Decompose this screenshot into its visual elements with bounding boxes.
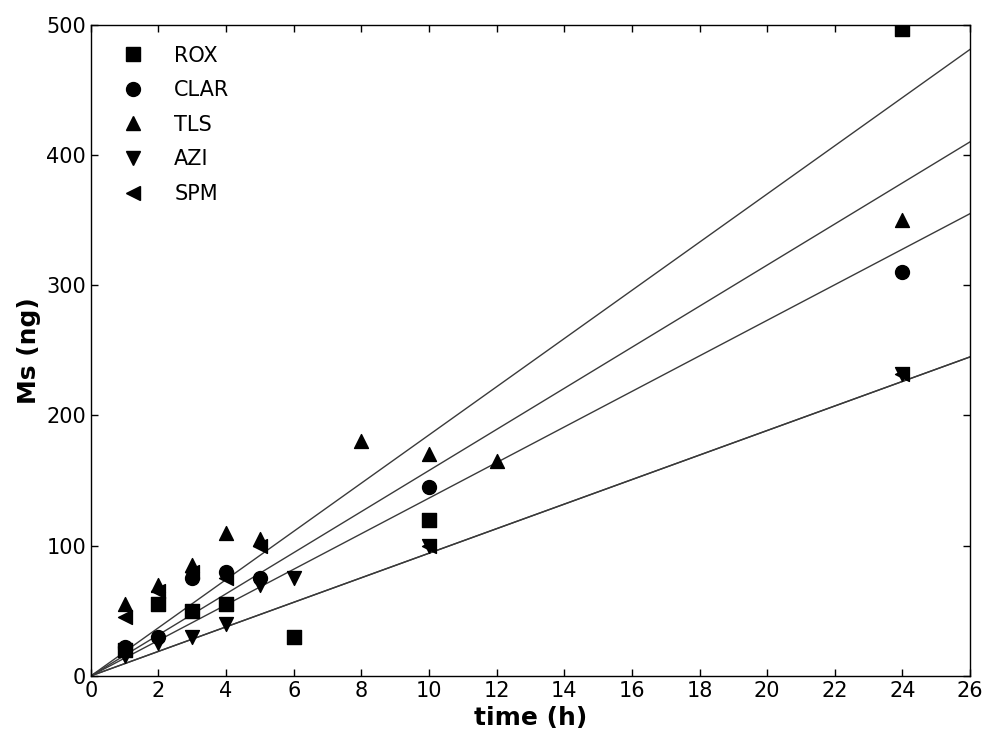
SPM <box>150 586 166 598</box>
AZI <box>218 618 234 630</box>
AZI <box>252 579 268 591</box>
CLAR <box>218 565 234 577</box>
TLS <box>218 527 234 539</box>
CLAR <box>117 641 133 653</box>
SPM <box>894 368 910 379</box>
CLAR <box>150 631 166 643</box>
SPM <box>218 572 234 584</box>
X-axis label: time (h): time (h) <box>474 707 587 731</box>
ROX <box>184 605 200 617</box>
CLAR <box>184 572 200 584</box>
SPM <box>252 539 268 551</box>
CLAR <box>252 572 268 584</box>
SPM <box>421 539 437 551</box>
TLS <box>184 560 200 571</box>
TLS <box>252 533 268 545</box>
ROX <box>218 598 234 610</box>
AZI <box>421 539 437 551</box>
TLS <box>489 455 505 467</box>
CLAR <box>894 266 910 278</box>
TLS <box>421 448 437 460</box>
TLS <box>353 436 369 447</box>
TLS <box>894 214 910 226</box>
Legend: ROX, CLAR, TLS, AZI, SPM: ROX, CLAR, TLS, AZI, SPM <box>101 35 240 214</box>
SPM <box>117 611 133 623</box>
SPM <box>184 565 200 577</box>
ROX <box>286 631 302 643</box>
AZI <box>286 572 302 584</box>
ROX <box>150 598 166 610</box>
ROX <box>117 644 133 656</box>
TLS <box>150 579 166 591</box>
Y-axis label: Ms (ng): Ms (ng) <box>17 297 41 403</box>
ROX <box>421 514 437 526</box>
AZI <box>150 637 166 649</box>
AZI <box>117 651 133 663</box>
CLAR <box>421 481 437 493</box>
AZI <box>184 631 200 643</box>
TLS <box>117 598 133 610</box>
ROX <box>894 22 910 34</box>
AZI <box>894 368 910 379</box>
